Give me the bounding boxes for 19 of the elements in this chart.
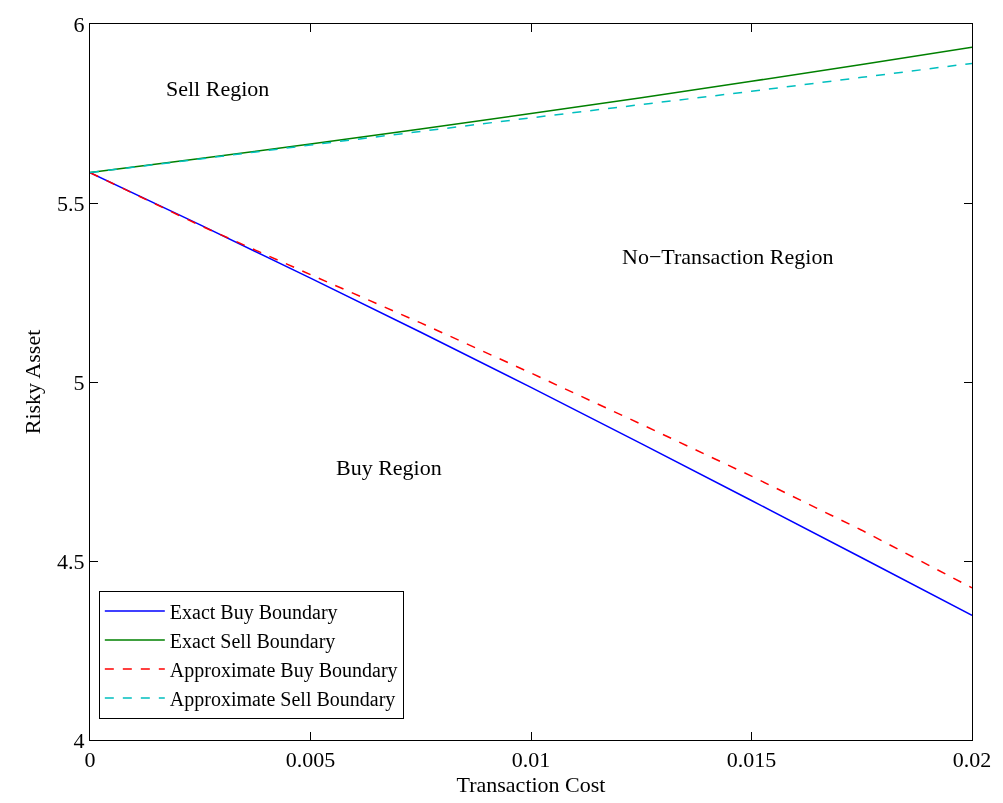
y-tick-label: 6 xyxy=(73,11,85,37)
x-axis-title: Transaction Cost xyxy=(456,772,606,798)
y-axis-title: Risky Asset xyxy=(19,329,45,435)
y-tick-label: 5.5 xyxy=(57,190,85,216)
legend-label: Exact Sell Boundary xyxy=(169,629,336,653)
y-tick-label: 4 xyxy=(73,727,85,753)
legend-label: Approximate Sell Boundary xyxy=(169,687,396,711)
x-tick-label: 0 xyxy=(84,747,96,773)
annotation: No−Transaction Region xyxy=(622,244,834,269)
x-tick-label: 0.015 xyxy=(726,747,777,773)
annotation: Buy Region xyxy=(336,455,442,480)
x-tick-label: 0.005 xyxy=(285,747,336,773)
y-tick-label: 4.5 xyxy=(57,548,85,574)
x-tick-label: 0.02 xyxy=(952,747,992,773)
y-tick-label: 5 xyxy=(73,369,85,395)
legend-label: Approximate Buy Boundary xyxy=(169,658,398,682)
legend-label: Exact Buy Boundary xyxy=(169,600,338,624)
x-tick-label: 0.01 xyxy=(511,747,551,773)
annotation: Sell Region xyxy=(166,76,270,101)
